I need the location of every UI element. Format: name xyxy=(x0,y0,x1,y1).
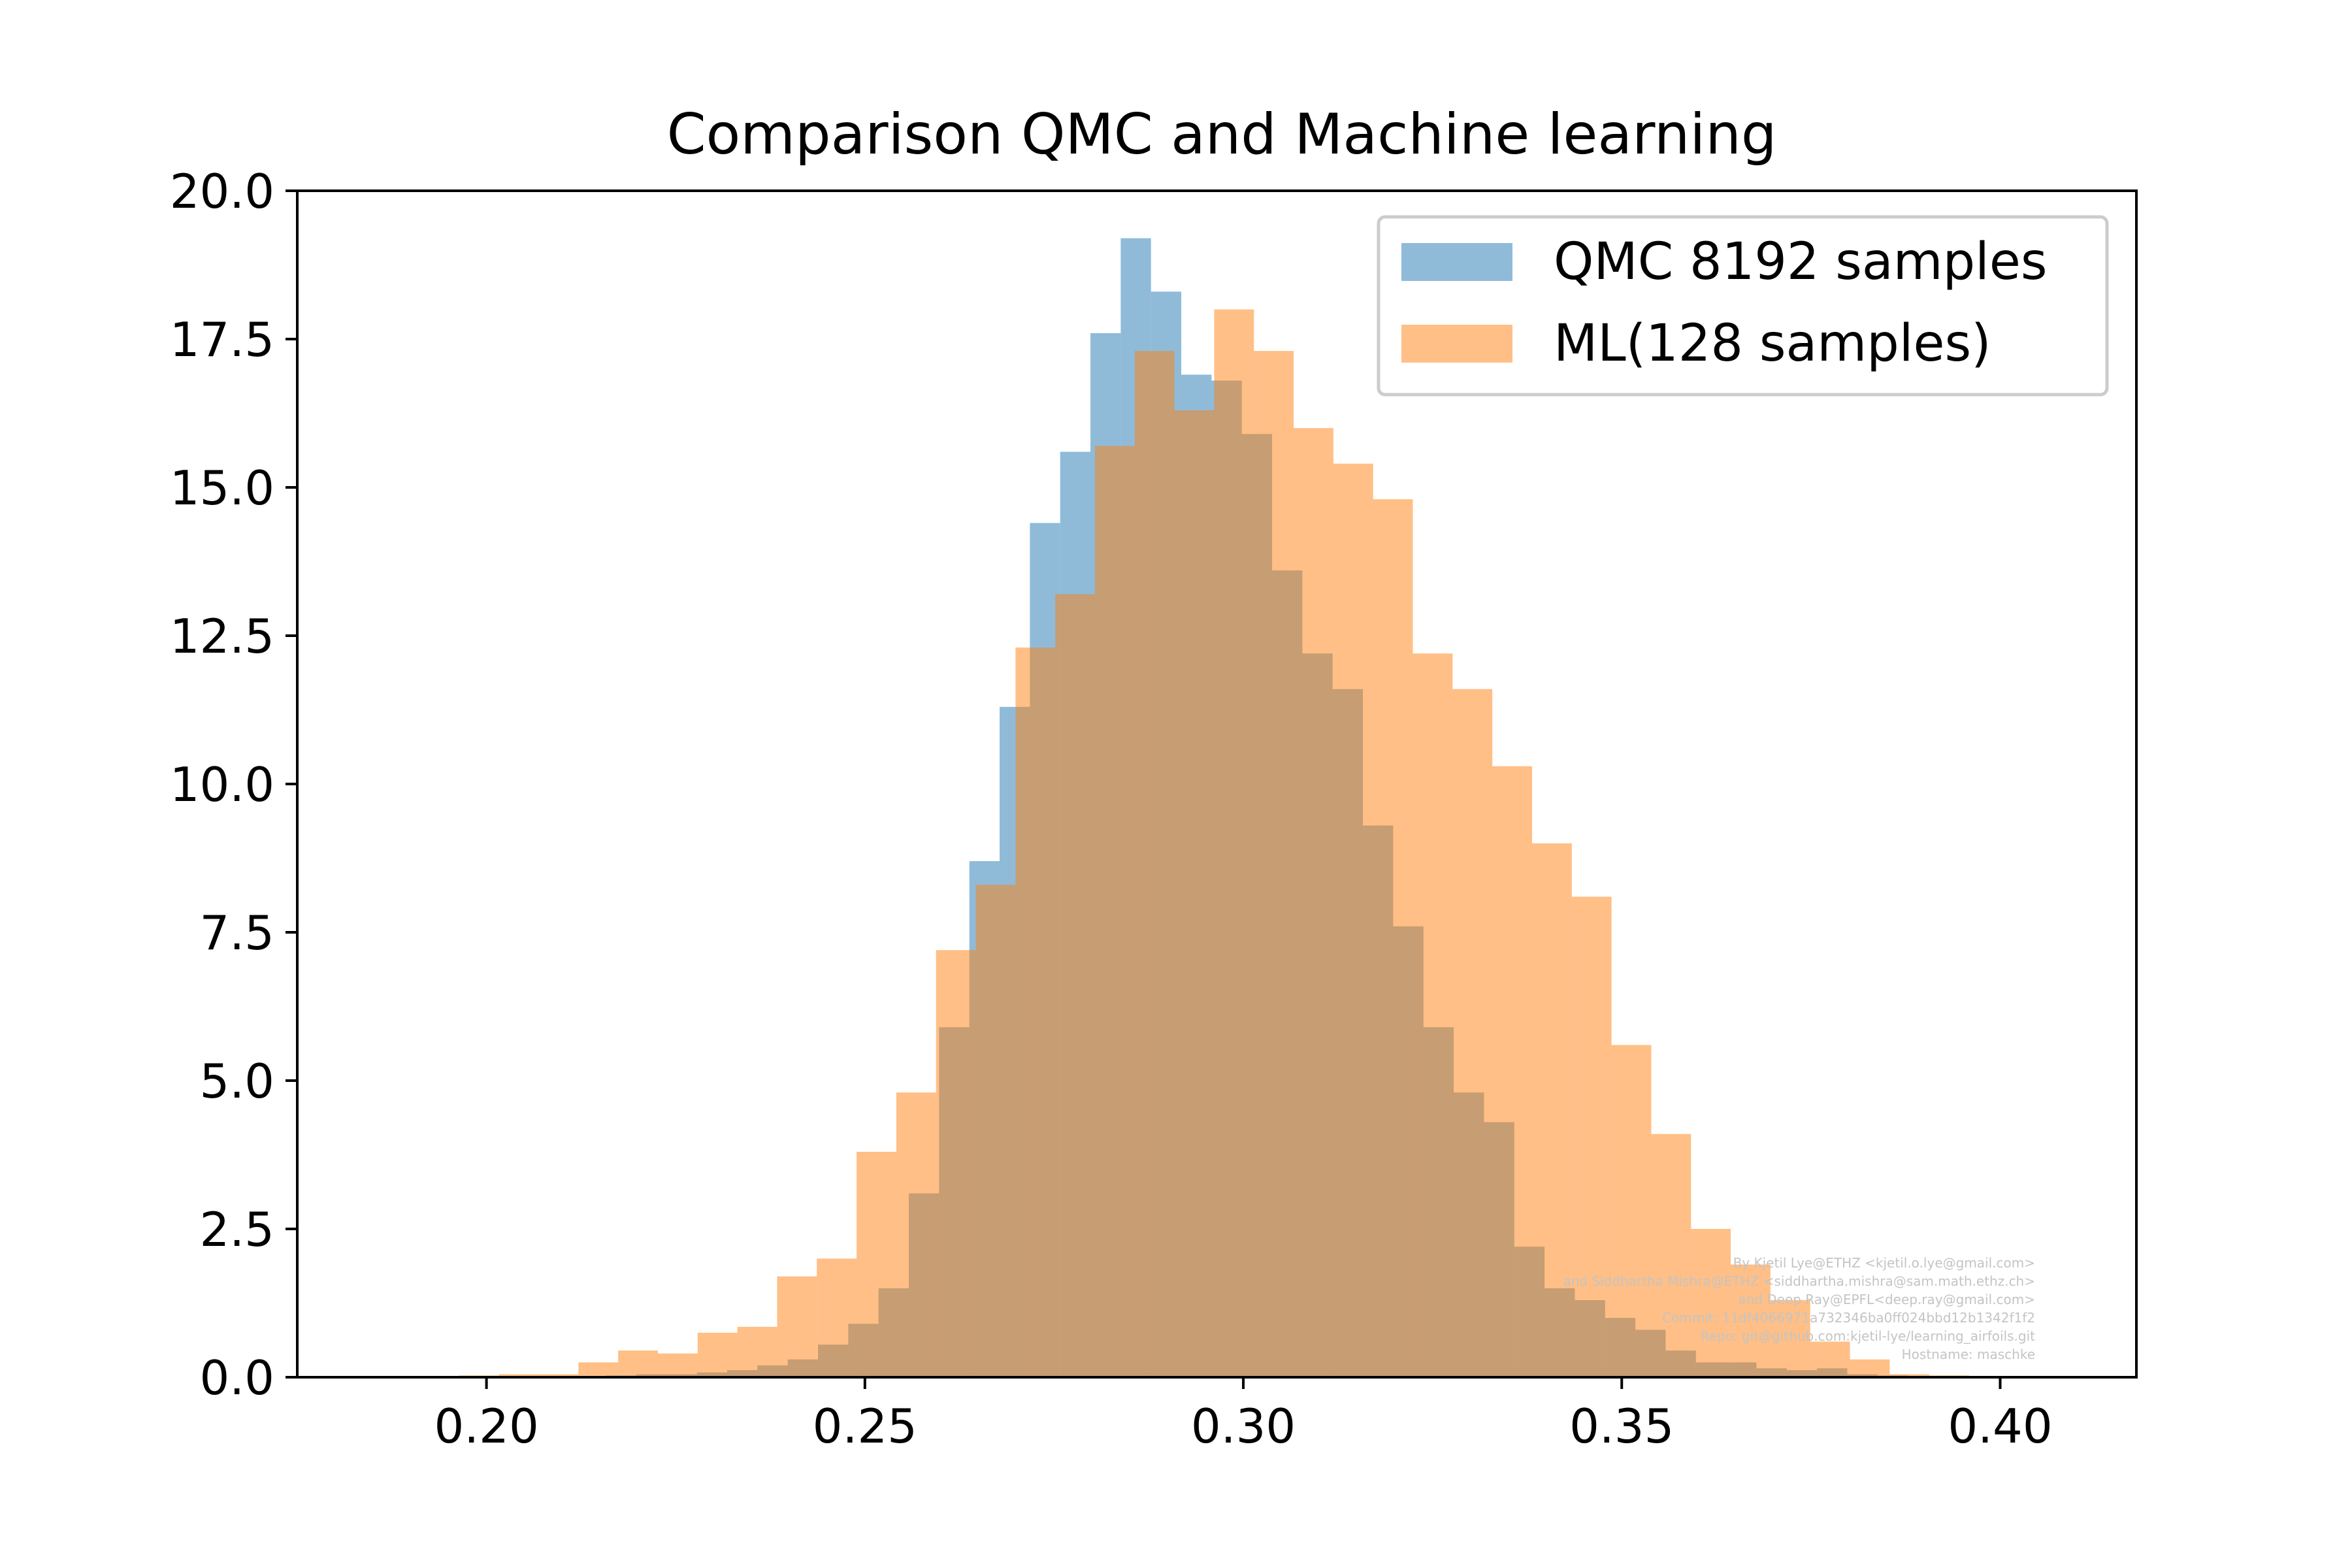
chart-title: Comparison QMC and Machine learning xyxy=(667,102,1777,167)
watermark-line: and Deep Ray@EPFL<deep.ray@gmail.com> xyxy=(1738,1292,2035,1307)
y-tick-label: 15.0 xyxy=(170,461,274,515)
histogram-bar-ml xyxy=(1611,1045,1652,1377)
x-tick-label: 0.40 xyxy=(1948,1399,2052,1454)
histogram-bar-ml xyxy=(1452,689,1493,1377)
histogram-bar-ml xyxy=(1571,896,1612,1377)
x-tick-label: 0.20 xyxy=(434,1399,538,1454)
histogram-bar-ml xyxy=(1850,1359,1890,1377)
y-axis-ticks: 0.0 2.5 5.0 7.5 10.0 12.5 15.0 17.5 20.0 xyxy=(170,164,297,1405)
histogram-bar-ml xyxy=(697,1332,738,1377)
legend-swatch-ml xyxy=(1401,325,1512,363)
histogram-bar-ml xyxy=(1889,1374,1930,1377)
histogram-bar-ml xyxy=(1531,843,1572,1377)
watermark-line: By Kjetil Lye@ETHZ <kjetil.o.lye@gmail.c… xyxy=(1733,1255,2035,1271)
histogram-bar-ml xyxy=(896,1092,936,1377)
histogram-bar-ml xyxy=(737,1326,777,1377)
y-tick-label: 0.0 xyxy=(199,1350,274,1405)
watermark: By Kjetil Lye@ETHZ <kjetil.o.lye@gmail.c… xyxy=(1563,1255,2035,1362)
y-tick-label: 20.0 xyxy=(170,164,274,219)
histogram-bar-ml xyxy=(1413,653,1453,1377)
histogram-bar-ml xyxy=(777,1276,817,1377)
legend-box xyxy=(1377,215,2109,397)
histogram-bar-ml xyxy=(498,1374,539,1377)
x-tick-label: 0.35 xyxy=(1569,1399,1674,1454)
histogram-bar-ml xyxy=(1254,351,1294,1378)
y-tick-label: 2.5 xyxy=(199,1202,274,1257)
histogram-bar-ml xyxy=(1015,647,1056,1378)
legend-label-ml: ML(128 samples) xyxy=(1554,314,1991,373)
histogram-bar-ml xyxy=(1770,1299,1810,1377)
histogram-bar-ml xyxy=(1174,410,1215,1378)
histogram-bar-ml xyxy=(1094,446,1135,1378)
histogram-bar-ml xyxy=(936,950,976,1377)
x-tick-label: 0.25 xyxy=(813,1399,917,1454)
x-axis-ticks: 0.20 0.25 0.30 0.35 0.40 xyxy=(434,1377,2053,1454)
watermark-line: Hostname: maschke xyxy=(1902,1347,2035,1362)
histogram-bar-ml xyxy=(857,1151,896,1377)
y-tick-label: 7.5 xyxy=(199,906,274,960)
histogram-bar-ml xyxy=(817,1258,857,1377)
histogram-bar-ml xyxy=(1731,1264,1771,1377)
histogram-bar-ml xyxy=(1691,1229,1731,1377)
histogram-bar-ml xyxy=(578,1362,619,1377)
histogram-bar-ml xyxy=(1294,428,1333,1378)
watermark-line: Repo: git@github.com:kjetil-lye/learning… xyxy=(1701,1328,2035,1344)
legend-swatch-qmc xyxy=(1401,243,1512,281)
histogram-bar-ml xyxy=(1373,499,1413,1378)
legend-label-qmc: QMC 8192 samples xyxy=(1554,233,2047,291)
watermark-line: and Siddhartha Mishra@ETHZ <siddhartha.m… xyxy=(1563,1273,2035,1289)
histogram-bar-ml xyxy=(618,1350,658,1377)
histogram-bar-ml xyxy=(1134,351,1175,1378)
y-tick-label: 12.5 xyxy=(170,609,274,664)
histogram-bar-ml xyxy=(1492,766,1532,1377)
histogram-bars xyxy=(459,238,2009,1378)
legend: QMC 8192 samples ML(128 samples) xyxy=(1377,215,2109,397)
histogram-bar-ml xyxy=(1810,1341,1850,1377)
histogram-bar-ml xyxy=(975,885,1016,1377)
y-tick-label: 5.0 xyxy=(199,1054,274,1109)
histogram-bar-ml xyxy=(1333,463,1373,1378)
histogram-bar-ml xyxy=(1651,1134,1691,1377)
histogram-bar-ml xyxy=(1214,309,1254,1378)
watermark-line: Commit: 11df4066971a732346ba0ff024bbd12b… xyxy=(1662,1310,2035,1326)
histogram-bar-ml xyxy=(1055,594,1095,1378)
x-tick-label: 0.30 xyxy=(1191,1399,1296,1454)
histogram-bar-ml xyxy=(657,1353,698,1377)
y-tick-label: 17.5 xyxy=(170,312,274,367)
histogram-bar-ml xyxy=(538,1374,579,1377)
y-tick-label: 10.0 xyxy=(170,757,274,812)
